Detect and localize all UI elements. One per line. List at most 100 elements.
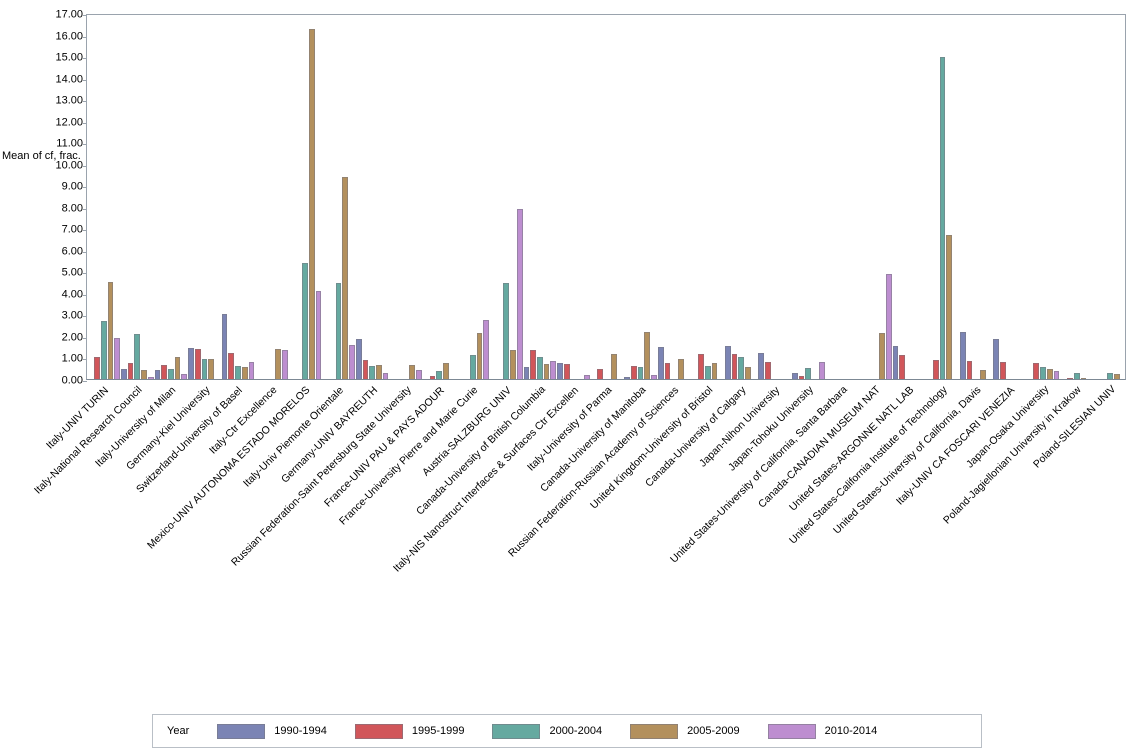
bar[interactable] (1107, 372, 1114, 379)
bar[interactable] (711, 362, 718, 379)
bar[interactable] (114, 338, 121, 379)
bar[interactable] (168, 369, 174, 379)
bar[interactable] (208, 358, 215, 379)
bar[interactable] (624, 376, 630, 379)
bar[interactable] (792, 372, 798, 379)
bar[interactable] (201, 358, 208, 379)
bar[interactable] (651, 374, 657, 379)
legend-item[interactable]: 2010-2014 (767, 723, 877, 739)
bar[interactable] (342, 176, 349, 379)
bar[interactable] (1040, 367, 1046, 379)
bar[interactable] (1000, 361, 1006, 379)
bar[interactable] (805, 368, 812, 379)
bar[interactable] (644, 331, 651, 379)
bar[interactable] (657, 346, 664, 379)
bar[interactable] (543, 363, 550, 379)
bar[interactable] (362, 359, 369, 379)
bar[interactable] (241, 367, 248, 379)
bar[interactable] (315, 290, 322, 379)
bar[interactable] (885, 273, 892, 379)
bar[interactable] (376, 365, 382, 379)
bar[interactable] (946, 234, 953, 379)
legend-item[interactable]: 1990-1994 (217, 723, 327, 739)
bar[interactable] (899, 355, 906, 379)
bar[interactable] (221, 314, 228, 379)
bar[interactable] (409, 365, 416, 379)
bar[interactable] (127, 362, 134, 379)
bar[interactable] (932, 359, 939, 379)
bar[interactable] (235, 366, 241, 379)
bar[interactable] (959, 331, 966, 379)
bar[interactable] (282, 349, 288, 379)
bar[interactable] (94, 357, 100, 379)
bar[interactable] (429, 376, 436, 379)
bar[interactable] (1046, 369, 1053, 379)
bar[interactable] (637, 367, 644, 379)
bar[interactable] (134, 333, 141, 379)
bar[interactable] (355, 339, 362, 379)
bar[interactable] (469, 355, 476, 379)
bar[interactable] (100, 320, 107, 379)
bar[interactable] (993, 339, 1000, 379)
bar[interactable] (1067, 377, 1073, 379)
bar[interactable] (1033, 362, 1040, 379)
bar[interactable] (583, 374, 590, 379)
bar[interactable] (557, 362, 563, 379)
bar[interactable] (107, 282, 114, 379)
bar[interactable] (798, 375, 805, 379)
bar[interactable] (698, 354, 704, 379)
bar[interactable] (523, 367, 530, 379)
bar[interactable] (436, 371, 443, 379)
bar[interactable] (443, 362, 449, 379)
bar[interactable] (194, 348, 201, 379)
bar[interactable] (483, 319, 490, 379)
legend-item[interactable]: 2005-2009 (630, 723, 740, 739)
bar[interactable] (516, 208, 523, 379)
bar[interactable] (335, 283, 342, 379)
bar[interactable] (664, 362, 671, 379)
bar[interactable] (879, 332, 885, 379)
bar[interactable] (349, 344, 355, 379)
bar[interactable] (121, 369, 127, 379)
bar[interactable] (161, 365, 168, 379)
bar[interactable] (416, 370, 422, 379)
bar[interactable] (966, 360, 973, 379)
bar[interactable] (731, 354, 738, 379)
bar[interactable] (248, 361, 255, 379)
bar[interactable] (181, 373, 188, 379)
bar[interactable] (724, 345, 731, 379)
legend-item[interactable]: 1995-1999 (354, 723, 464, 739)
bar[interactable] (610, 354, 617, 379)
bar[interactable] (677, 358, 684, 379)
bar[interactable] (174, 357, 181, 379)
bar[interactable] (476, 332, 483, 379)
bar[interactable] (1053, 371, 1060, 379)
bar[interactable] (939, 57, 946, 379)
bar[interactable] (154, 370, 161, 379)
bar[interactable] (308, 29, 315, 379)
bar[interactable] (738, 357, 745, 379)
bar[interactable] (141, 370, 147, 379)
bar[interactable] (530, 349, 537, 379)
legend-item[interactable]: 2000-2004 (492, 723, 602, 739)
bar[interactable] (765, 361, 771, 379)
bar[interactable] (188, 347, 194, 379)
bar[interactable] (745, 367, 751, 379)
bar[interactable] (550, 360, 557, 379)
bar[interactable] (382, 372, 389, 379)
bar[interactable] (597, 369, 604, 379)
bar[interactable] (704, 366, 711, 379)
bar[interactable] (302, 262, 308, 379)
bar[interactable] (537, 357, 543, 379)
bar[interactable] (1114, 373, 1120, 379)
bar[interactable] (1073, 372, 1080, 379)
bar[interactable] (1080, 377, 1087, 379)
bar[interactable] (147, 376, 154, 379)
bar[interactable] (818, 361, 825, 379)
bar[interactable] (503, 283, 510, 379)
bar[interactable] (758, 353, 765, 379)
bar[interactable] (563, 363, 570, 379)
bar[interactable] (892, 345, 899, 379)
bar[interactable] (979, 370, 986, 379)
bar[interactable] (510, 349, 516, 379)
